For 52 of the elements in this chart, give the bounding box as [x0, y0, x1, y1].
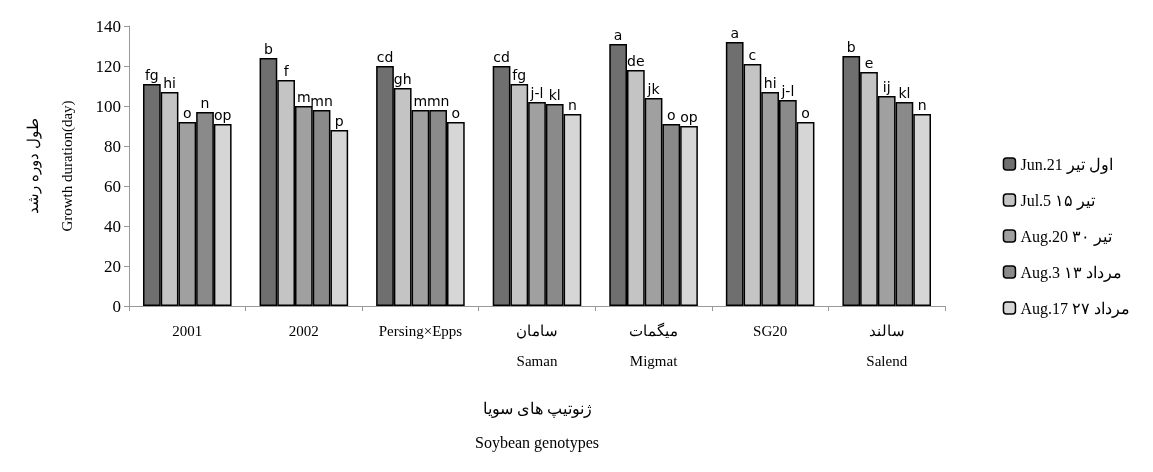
data-label: fg — [512, 67, 527, 83]
legend-label: Aug.3 ۱۳ مرداد — [1020, 263, 1123, 282]
y-tick-label: 20 — [104, 256, 121, 276]
data-label: n — [917, 97, 927, 113]
y-tick-label: 80 — [104, 136, 121, 156]
data-label: cd — [376, 49, 394, 65]
data-label: b — [263, 41, 273, 57]
data-label: hi — [763, 75, 777, 91]
y-tick-label: 100 — [95, 96, 121, 116]
data-label: op — [680, 109, 698, 125]
data-label: m — [297, 89, 311, 105]
data-label: de — [627, 53, 645, 69]
data-label: mn — [426, 93, 450, 109]
data-label: op — [214, 107, 232, 123]
data-label: hi — [163, 75, 176, 91]
data-label: ij — [882, 79, 891, 95]
data-label: b — [846, 39, 856, 55]
data-label: o — [667, 107, 676, 123]
data-label: j-l — [529, 85, 544, 101]
data-label: kl — [548, 87, 561, 103]
y-tick-label: 0 — [112, 296, 121, 316]
data-label: jk — [646, 81, 661, 97]
data-label: p — [334, 113, 344, 129]
data-label: f — [283, 63, 290, 79]
x-tick-label: 2002 — [288, 323, 319, 339]
data-label: n — [568, 97, 577, 113]
y-tick-label: 60 — [104, 176, 121, 196]
data-label: gh — [393, 71, 412, 87]
y-tick-label: 140 — [95, 16, 121, 36]
data-label: mn — [310, 93, 333, 109]
data-label: o — [801, 105, 810, 121]
data-label: a — [730, 25, 739, 41]
legend-label: Aug.17 ۲۷ مرداد — [1020, 299, 1131, 318]
x-tick-label: SG20 — [753, 323, 788, 339]
y-tick-label: 120 — [95, 56, 121, 76]
data-label: e — [864, 55, 874, 71]
x-tick-label: Persing×Epps — [378, 323, 463, 339]
data-label: m — [413, 93, 428, 109]
data-label: n — [200, 95, 210, 111]
data-label: cd — [493, 49, 510, 65]
data-label: c — [748, 47, 757, 63]
x-tick-label: 2001 — [172, 323, 203, 339]
data-label: fg — [144, 67, 159, 83]
y-tick-label: 40 — [104, 216, 121, 236]
data-label: kl — [898, 85, 911, 101]
legend-label: Jun.21 اول تیر — [1020, 155, 1113, 174]
data-label: j-l — [780, 83, 795, 99]
data-label: o — [183, 105, 192, 121]
legend-label: Jul.5 ۱۵ تیر — [1020, 191, 1096, 210]
data-label: a — [613, 27, 623, 43]
data-label: o — [451, 105, 461, 121]
legend-label: Aug.20 ۳۰ تیر — [1020, 227, 1113, 246]
